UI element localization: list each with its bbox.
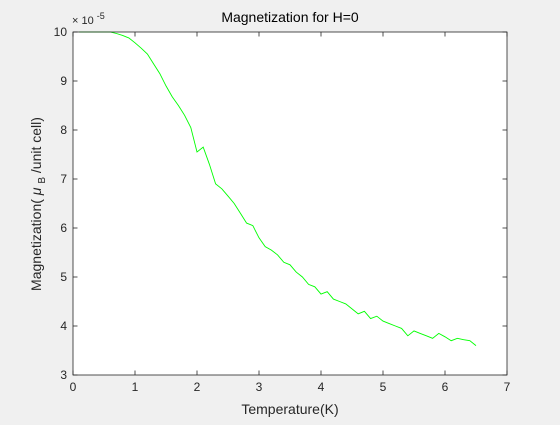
y-tick-label: 7 — [60, 172, 67, 186]
y-axis-label-prefix: Magnetization( — [28, 199, 44, 291]
y-axis-label: Magnetization( μ B /unit cell) — [28, 117, 48, 291]
x-tick-label: 2 — [194, 380, 201, 394]
x-axis-label: Temperature(K) — [241, 401, 338, 417]
y-multiplier-exponent: -5 — [97, 11, 105, 21]
y-tick-label: 5 — [60, 270, 67, 284]
y-multiplier-base: × 10 — [72, 15, 94, 27]
axes-box — [72, 31, 508, 376]
y-tick-label: 3 — [60, 368, 67, 382]
x-tick-label: 5 — [380, 380, 387, 394]
plot-area — [73, 32, 507, 375]
x-tick-label: 3 — [256, 380, 263, 394]
y-tick-label: 10 — [54, 25, 68, 39]
x-tick-label: 7 — [504, 380, 511, 394]
y-tick-label: 6 — [60, 221, 67, 235]
series-line-0 — [79, 31, 477, 346]
y-tick-label: 9 — [60, 74, 67, 88]
x-tick-label: 6 — [442, 380, 449, 394]
x-tick-label: 1 — [132, 380, 139, 394]
x-tick-label: 4 — [318, 380, 325, 394]
y-tick-label: 8 — [60, 123, 67, 137]
y-axis-label-subscript: B — [37, 177, 48, 184]
ticks-layer: 0 1 2 3 4 5 6 7 3 4 5 6 7 8 9 10 — [54, 25, 511, 394]
y-multiplier: × 10 -5 — [72, 11, 105, 27]
y-axis-label-suffix: /unit cell) — [28, 117, 44, 173]
y-tick-label: 4 — [60, 319, 67, 333]
x-tick-label: 0 — [70, 380, 77, 394]
series-layer — [79, 31, 477, 346]
chart-title: Magnetization for H=0 — [221, 9, 359, 25]
y-axis-label-mu: μ — [28, 187, 44, 196]
